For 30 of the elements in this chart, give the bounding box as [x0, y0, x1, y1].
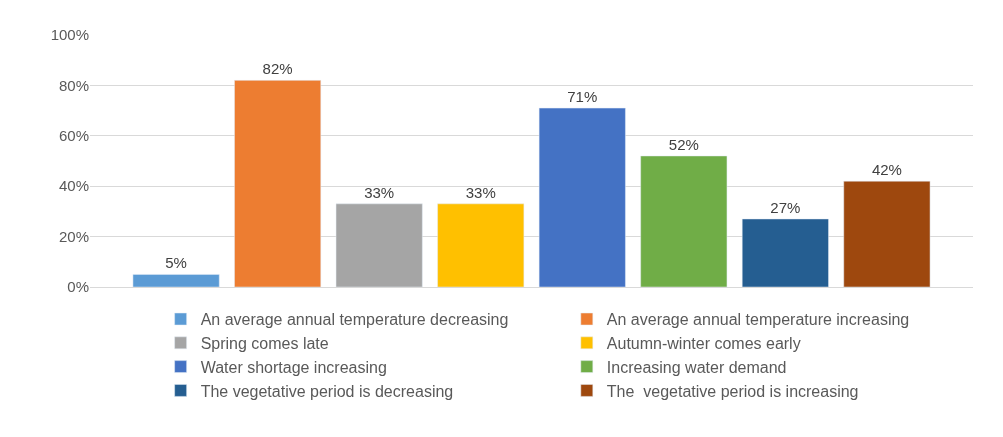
data-label: 5%	[165, 254, 187, 272]
bar	[437, 203, 525, 287]
legend-label: Water shortage increasing	[200, 358, 387, 376]
data-label: 27%	[770, 198, 801, 216]
data-label: 71%	[567, 88, 598, 106]
legend-label: The vegetative period is decreasing	[200, 382, 454, 400]
legend-label: Spring comes late	[200, 335, 329, 353]
legend-label: An average annual temperature decreasing	[200, 311, 509, 329]
y-tick-label: 20%	[58, 227, 89, 245]
data-label: 52%	[668, 135, 699, 153]
bar	[741, 218, 829, 287]
bar	[132, 274, 220, 287]
legend-label: Autumn-winter comes early	[606, 335, 801, 353]
bar	[538, 107, 626, 287]
bar	[234, 80, 322, 287]
bar	[640, 155, 728, 287]
legend-label: An average annual temperature increasing	[606, 311, 910, 329]
legend-label: Increasing water demand	[606, 358, 787, 376]
y-tick-label: 100%	[50, 26, 89, 44]
y-tick-label: 0%	[67, 278, 89, 296]
y-tick-label: 40%	[58, 177, 89, 195]
y-tick-label: 60%	[58, 127, 89, 145]
data-label: 33%	[465, 183, 496, 201]
legend-label: The vegetative period is increasing	[606, 382, 859, 400]
data-label: 33%	[364, 183, 395, 201]
bar	[335, 203, 423, 287]
data-label: 82%	[262, 60, 293, 78]
bar	[843, 180, 931, 287]
y-tick-label: 80%	[58, 76, 89, 94]
data-label: 42%	[871, 161, 902, 179]
